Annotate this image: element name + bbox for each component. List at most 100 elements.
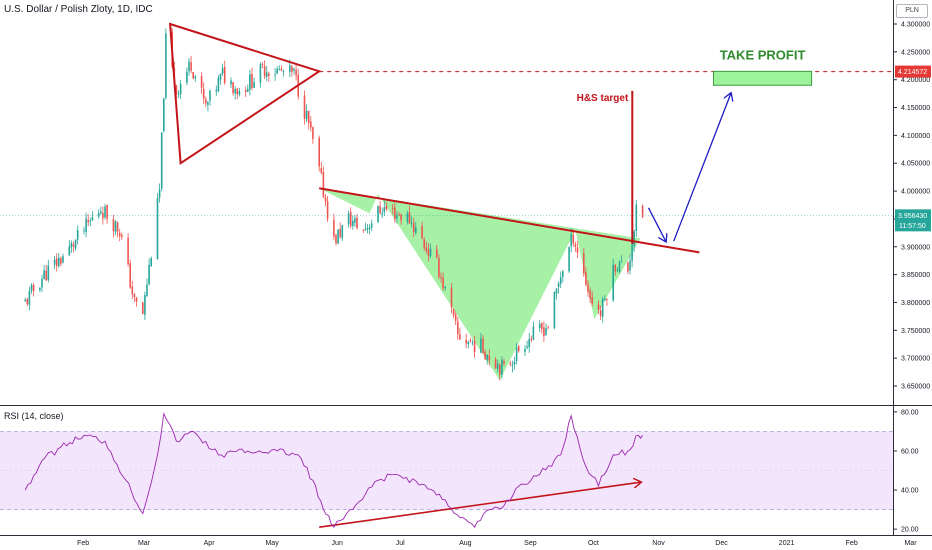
candle-body[interactable] (452, 308, 455, 316)
candle-body[interactable] (202, 88, 205, 99)
candle-body[interactable] (207, 102, 209, 105)
candle-body[interactable] (209, 90, 211, 101)
candle-body[interactable] (459, 334, 461, 340)
candle-body[interactable] (627, 262, 629, 272)
candle-body[interactable] (368, 227, 371, 230)
candle-body[interactable] (127, 237, 129, 265)
candle-body[interactable] (482, 338, 484, 353)
candle-body[interactable] (545, 327, 547, 336)
candle-body[interactable] (362, 229, 365, 231)
candle-body[interactable] (280, 68, 283, 71)
candle-body[interactable] (377, 206, 379, 222)
candle-body[interactable] (572, 235, 575, 244)
candle-body[interactable] (398, 214, 400, 216)
candle-body[interactable] (633, 231, 635, 246)
candle-body[interactable] (263, 66, 266, 77)
candle-body[interactable] (442, 277, 444, 289)
candle-body[interactable] (457, 321, 459, 334)
candle-body[interactable] (499, 365, 501, 375)
candle-body[interactable] (251, 73, 253, 88)
candle-body[interactable] (177, 93, 180, 95)
candle-body[interactable] (511, 364, 514, 366)
candle-body[interactable] (244, 90, 247, 93)
candle-body[interactable] (631, 244, 633, 261)
candle-body[interactable] (471, 342, 474, 344)
candle-body[interactable] (259, 64, 262, 83)
candle-body[interactable] (274, 74, 276, 76)
candle-body[interactable] (312, 127, 314, 139)
candle-body[interactable] (629, 260, 631, 271)
candle-body[interactable] (104, 206, 106, 218)
candle-body[interactable] (165, 33, 167, 98)
candle-body[interactable] (604, 298, 606, 301)
candle-body[interactable] (215, 90, 218, 92)
candle-body[interactable] (450, 287, 453, 308)
candle-body[interactable] (295, 69, 297, 76)
triangle-pattern[interactable] (168, 22, 322, 166)
candle-body[interactable] (530, 338, 533, 341)
candle-body[interactable] (70, 242, 73, 248)
candle-body[interactable] (135, 297, 138, 302)
candle-body[interactable] (587, 284, 589, 292)
candle-body[interactable] (289, 65, 291, 72)
candle-body[interactable] (247, 88, 249, 92)
candle-body[interactable] (268, 73, 270, 76)
rsi-divergence-arrow[interactable] (319, 482, 640, 528)
candle-body[interactable] (341, 225, 344, 238)
candle-body[interactable] (230, 80, 232, 85)
candle-body[interactable] (528, 339, 530, 348)
neckline-trendline[interactable] (319, 187, 700, 254)
candle-body[interactable] (408, 212, 411, 224)
candle-body[interactable] (322, 172, 325, 197)
candle-body[interactable] (364, 229, 367, 231)
candle-body[interactable] (337, 229, 339, 244)
candle-body[interactable] (234, 89, 236, 94)
candle-body[interactable] (45, 270, 47, 281)
candle-body[interactable] (349, 211, 352, 227)
candle-body[interactable] (383, 207, 386, 213)
candle-body[interactable] (396, 215, 398, 219)
candle-body[interactable] (148, 264, 150, 285)
candle-body[interactable] (190, 62, 192, 71)
candle-body[interactable] (87, 219, 89, 223)
candle-body[interactable] (219, 73, 222, 80)
candle-body[interactable] (100, 211, 102, 214)
candle-body[interactable] (635, 204, 638, 232)
candle-body[interactable] (41, 278, 43, 288)
candle-body[interactable] (394, 207, 396, 220)
candle-body[interactable] (217, 77, 220, 92)
candle-body[interactable] (557, 283, 560, 288)
candle-body[interactable] (585, 272, 587, 285)
candle-body[interactable] (333, 219, 335, 237)
candle-body[interactable] (415, 227, 417, 233)
candle-body[interactable] (570, 234, 572, 247)
candle-body[interactable] (236, 88, 239, 95)
candle-body[interactable] (58, 257, 60, 267)
candle-body[interactable] (532, 326, 535, 340)
candle-body[interactable] (278, 69, 281, 71)
candle-body[interactable] (618, 261, 621, 272)
candle-body[interactable] (60, 257, 62, 264)
candle-body[interactable] (158, 189, 161, 198)
candle-body[interactable] (391, 207, 394, 209)
candle-body[interactable] (163, 98, 165, 131)
candle-body[interactable] (326, 201, 329, 219)
candle-body[interactable] (131, 286, 134, 295)
candle-body[interactable] (121, 235, 123, 238)
candle-body[interactable] (543, 327, 545, 337)
candle-body[interactable] (68, 246, 71, 256)
candle-body[interactable] (310, 121, 312, 128)
candle-body[interactable] (186, 71, 188, 83)
candle-body[interactable] (175, 85, 178, 95)
candle-body[interactable] (276, 68, 278, 74)
candle-body[interactable] (76, 230, 79, 240)
candle-body[interactable] (370, 223, 373, 228)
candle-body[interactable] (480, 338, 482, 353)
candle-body[interactable] (72, 244, 75, 247)
candle-body[interactable] (26, 298, 29, 305)
candle-body[interactable] (156, 198, 159, 259)
candle-body[interactable] (253, 82, 255, 88)
candle-body[interactable] (205, 99, 207, 104)
candle-body[interactable] (179, 84, 182, 95)
candle-body[interactable] (366, 227, 369, 230)
